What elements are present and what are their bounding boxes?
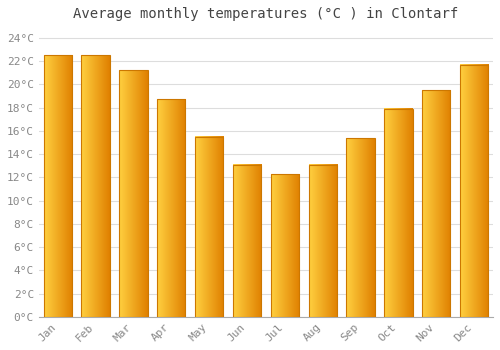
Bar: [346, 138, 375, 317]
Bar: [44, 55, 72, 317]
Bar: [157, 99, 186, 317]
Bar: [233, 164, 261, 317]
Bar: [195, 137, 224, 317]
Bar: [422, 90, 450, 317]
Bar: [270, 174, 299, 317]
Bar: [82, 55, 110, 317]
Bar: [308, 164, 337, 317]
Bar: [384, 109, 412, 317]
Title: Average monthly temperatures (°C ) in Clontarf: Average monthly temperatures (°C ) in Cl…: [74, 7, 458, 21]
Bar: [119, 70, 148, 317]
Bar: [460, 65, 488, 317]
